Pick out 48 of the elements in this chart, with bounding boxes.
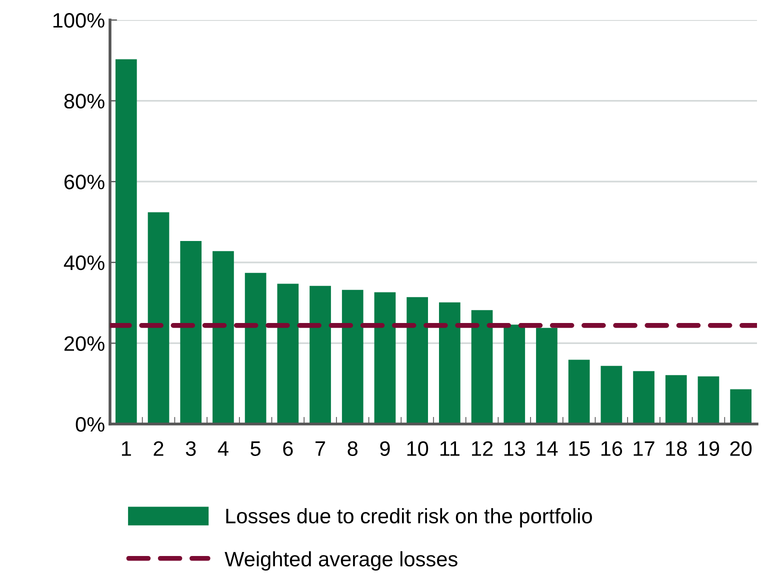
y-tick-label: 0% [76,417,104,432]
bar [633,371,654,424]
x-tick-label: 6 [283,441,293,456]
bar [212,251,234,424]
x-tick-label: 15 [569,441,590,456]
x-tick-label: 1 [122,441,131,456]
x-tick-label: 19 [698,441,720,456]
legend-label: Weighted average losses [224,551,458,571]
x-tick-label: 14 [536,441,558,456]
x-tick-label: 2 [154,441,164,456]
x-tick-label: 17 [634,441,654,456]
bar [148,212,170,424]
bar [374,292,396,424]
x-tick-label: 9 [380,441,390,456]
bar [180,240,202,424]
bar [310,286,331,424]
x-tick-label: 18 [666,441,687,456]
bar [730,389,752,424]
bar [116,59,137,424]
bar [244,272,266,424]
bar [504,324,526,424]
bar [406,297,428,424]
x-tick-label: 7 [316,441,326,456]
bar [342,290,364,424]
bar [600,366,622,424]
y-tick-label: 40% [64,255,104,270]
y-tick-label: 100% [53,13,104,28]
bar [439,302,460,424]
x-tick-label: 12 [472,441,493,456]
x-tick-label: 3 [186,441,196,456]
bar [536,328,558,424]
y-tick-label: 80% [64,94,104,109]
x-tick-label: 4 [218,441,228,456]
bar [471,310,493,424]
x-tick-label: 8 [348,441,358,456]
y-tick-label: 60% [64,174,104,190]
x-tick-label: 16 [601,441,622,456]
bar [568,360,590,424]
x-tick-label: 5 [250,441,260,456]
x-tick-label: 11 [440,441,460,456]
x-tick-label: 10 [407,441,428,456]
bar [665,375,687,424]
legend-label: Losses due to credit risk on the portfolio [226,508,592,528]
x-tick-label: 13 [504,441,526,456]
x-tick-label: 20 [730,441,752,456]
y-tick-label: 20% [64,336,104,351]
bar [698,376,720,424]
bar [277,284,299,424]
